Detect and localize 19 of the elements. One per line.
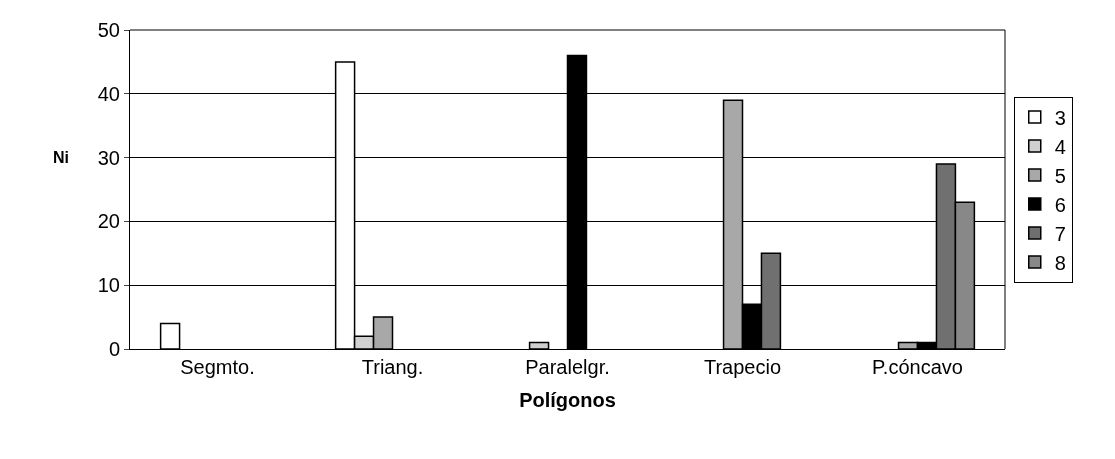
x-tick-label: Segmto. xyxy=(180,356,255,378)
y-axis-title: Ni xyxy=(53,149,69,166)
x-axis-title: Polígonos xyxy=(519,388,616,411)
x-tick-label: Triang. xyxy=(361,356,424,378)
y-tick-label: 50 xyxy=(97,19,120,41)
x-tick-label: Trapecio xyxy=(703,356,782,378)
legend-label: 5 xyxy=(1054,164,1066,187)
legend-label: 6 xyxy=(1054,193,1066,216)
y-tick-label: 30 xyxy=(97,146,120,169)
y-tick-label: 20 xyxy=(97,210,120,233)
x-tick-label: P.cóncavo xyxy=(872,356,963,378)
legend-label: 8 xyxy=(1054,251,1066,274)
legend-label: 7 xyxy=(1054,222,1066,245)
legend-label: 4 xyxy=(1054,135,1066,158)
x-tick-label: Paralelgr. xyxy=(525,356,610,378)
y-tick-label: 10 xyxy=(97,274,120,297)
legend-label: 3 xyxy=(1054,106,1066,129)
y-tick-label: 40 xyxy=(97,82,120,105)
y-tick-label: 0 xyxy=(108,338,120,360)
